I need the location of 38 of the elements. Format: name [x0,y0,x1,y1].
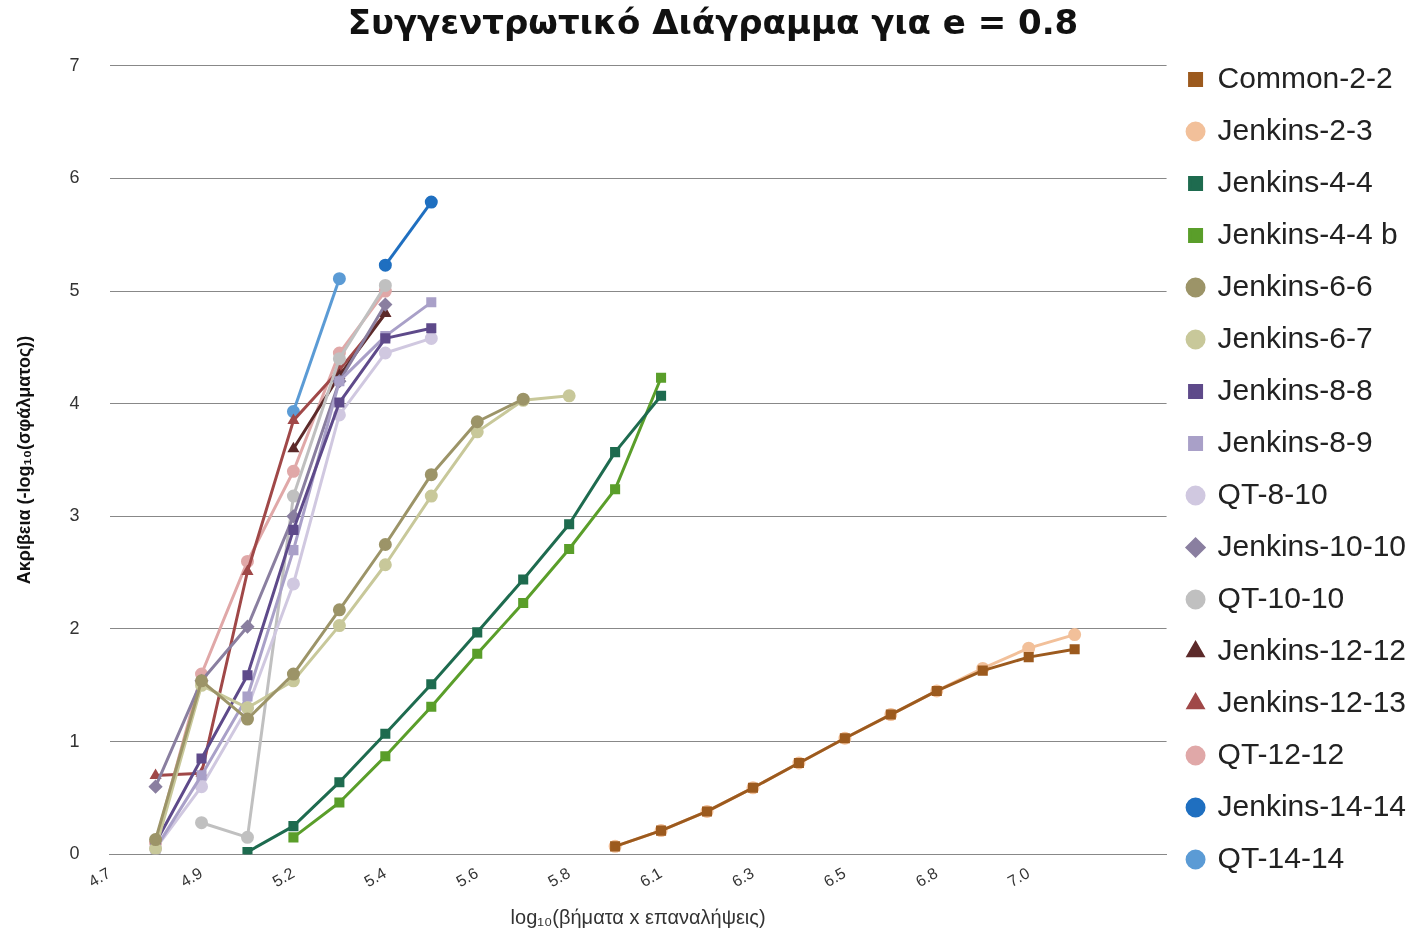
x-tick-label: 5.2 [269,864,298,891]
legend-label: Jenkins-4-4 [1217,164,1373,198]
y-tick-label: 6 [69,167,80,188]
legend-label: Jenkins-6-6 [1217,268,1373,302]
x-tick-label: 6.5 [820,864,849,891]
x-tick-label: 5.4 [361,864,390,891]
y-tick-label: 2 [69,617,80,638]
legend-label: Jenkins-2-3 [1217,112,1373,146]
legend-label: QT-14-14 [1217,840,1345,874]
legend-label: QT-10-10 [1217,580,1345,614]
x-tick-label: 5.8 [545,864,573,891]
x-tick-label: 4.9 [177,864,206,891]
y-tick-label: 3 [69,505,80,526]
x-tick-label: 6.3 [728,864,757,891]
legend-label: Jenkins-8-9 [1217,424,1373,458]
y-tick-label: 5 [69,280,80,301]
x-tick-label: 6.8 [912,864,941,891]
legend-label: QT-12-12 [1217,736,1345,770]
chart-title: Συγγεντρωτικό Διάγραμμα για e = 0.8 [347,2,1079,43]
legend-label: Jenkins-12-12 [1217,632,1406,666]
y-tick-label: 1 [69,730,80,751]
x-tick-label: 4.7 [85,864,114,891]
x-tick-label: 7.0 [1004,864,1033,891]
legend-label: Jenkins-6-7 [1217,320,1373,354]
legend-label: Jenkins-4-4 b [1217,216,1398,250]
legend-label: Common-2-2 [1217,60,1393,94]
x-tick-label: 5.6 [453,864,482,891]
legend-label: Jenkins-14-14 [1217,788,1406,822]
legend-label: Jenkins-8-8 [1217,372,1373,406]
legend-label: Jenkins-10-10 [1217,528,1406,562]
x-axis-title: log₁₀(βήματα x επαναλήψεις) [510,905,766,928]
y-tick-label: 7 [69,54,80,75]
y-tick-label: 4 [69,392,80,413]
legend-label: Jenkins-12-13 [1217,684,1406,718]
legend-label: QT-8-10 [1217,476,1328,510]
x-tick-label: 6.1 [637,864,665,891]
y-tick-label: 0 [69,843,80,864]
y-axis-title: Ακρίβεια (-log₁₀(σφάλματος)) [13,335,34,585]
